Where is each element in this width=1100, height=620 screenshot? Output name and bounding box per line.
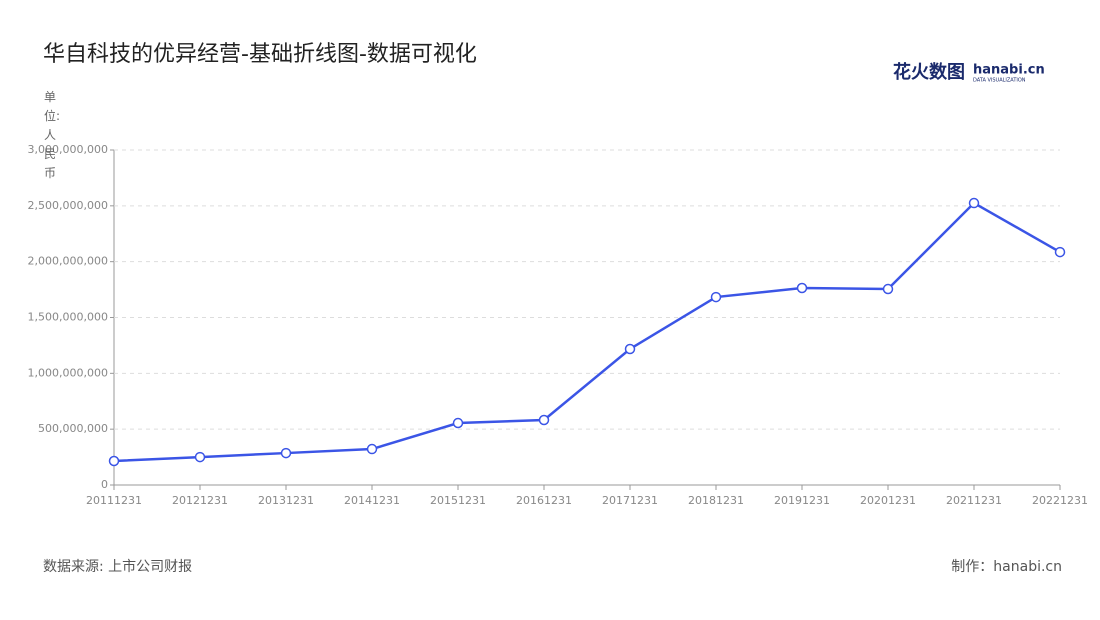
point [968,197,980,209]
x-tick-label: 20131231 [258,494,314,507]
point [624,343,636,355]
x-tick-label: 20201231 [860,494,916,507]
point [280,447,292,459]
y-tick-label: 0 [101,478,108,491]
point [538,414,550,426]
y-axis-label: 单位:人民币 [44,90,61,180]
point [710,291,722,303]
y-tick-label: 1,000,000,000 [28,366,108,379]
x-tick-label: 20221231 [1032,494,1088,507]
x-tick-label: 20151231 [430,494,486,507]
y-tick-label: 3,000,000,000 [28,143,108,156]
line [113,201,1061,463]
point [194,451,206,463]
point [452,417,464,429]
x-tick-label: 20191231 [774,494,830,507]
y-tick-label: 500,000,000 [38,422,108,435]
x-tick-label: 20171231 [602,494,658,507]
point [108,455,120,467]
x-tick-label: 20121231 [172,494,228,507]
point [366,443,378,455]
point [796,282,808,294]
x-tick-label: 20211231 [946,494,1002,507]
x-tick-label: 20161231 [516,494,572,507]
point [882,283,894,295]
x-tick-label: 20111231 [86,494,142,507]
y-tick-label: 1,500,000,000 [28,311,108,324]
logo-sub: DATA VISUALIZATION [973,78,1026,84]
y-tick-label: 2,500,000,000 [28,199,108,212]
credit: 制作：hanabi.cn [951,559,1062,575]
logo-cn: 花火数图 [893,61,965,83]
chart-title: 华自科技的优异经营-基础折线图-数据可视化 [43,42,477,67]
point [1054,246,1066,258]
source: 数据来源: 上市公司财报 [43,558,192,575]
x-tick-label: 20181231 [688,494,744,507]
y-tick-label: 2,000,000,000 [28,255,108,268]
x-tick-label: 20141231 [344,494,400,507]
logo-en: hanabi.cn [973,63,1045,78]
